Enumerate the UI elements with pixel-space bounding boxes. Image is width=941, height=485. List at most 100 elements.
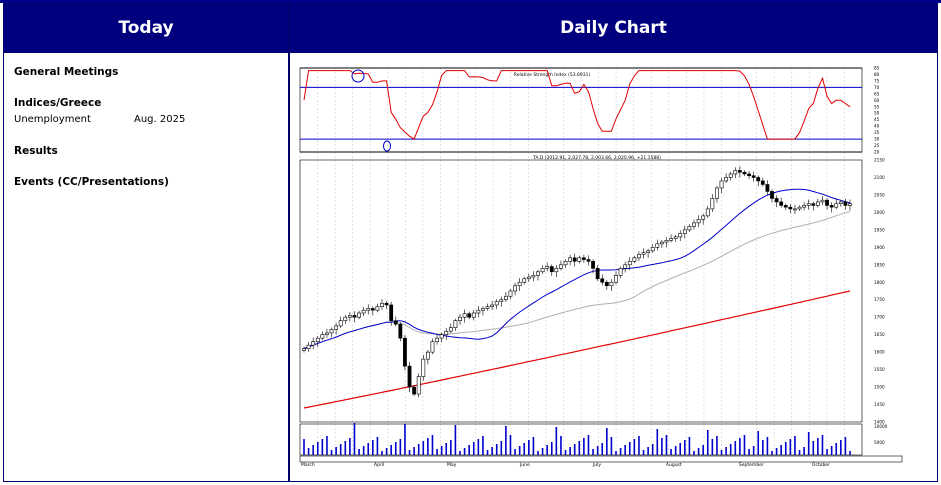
candle-body (380, 302, 384, 308)
volume-bar (541, 448, 544, 455)
unemployment-date: Aug. 2025 (134, 114, 186, 125)
candle-body (797, 206, 802, 210)
candle-body (737, 170, 742, 173)
volume-bar (670, 449, 672, 455)
candle-body (458, 316, 462, 321)
volume-bar (661, 438, 663, 455)
unemployment-label: Unemployment (14, 114, 91, 125)
volume-bar (826, 449, 828, 455)
volume-bar (587, 435, 590, 455)
candle-body (646, 250, 651, 253)
price-tick-label: 1450 (874, 402, 885, 407)
candle-body (499, 299, 504, 302)
candle-body (843, 201, 848, 206)
volume-bar (454, 425, 457, 455)
volume-bar (665, 435, 668, 455)
volume-bar (688, 437, 691, 455)
candle-body (696, 219, 701, 224)
rsi-tick-label: 25 (874, 143, 880, 148)
candle-body (448, 327, 453, 332)
rsi-title: Relative Strength Index (53.6931) (514, 72, 591, 78)
volume-bar (674, 446, 677, 455)
volume-bar (748, 449, 750, 455)
candle-body (490, 304, 495, 308)
candle-body (352, 315, 357, 318)
candle-body (554, 267, 559, 273)
volume-bar (835, 443, 838, 455)
candle-body (462, 313, 467, 318)
volume-bar (372, 440, 374, 455)
candle-body (701, 215, 706, 220)
events-heading: Events (CC/Presentations) (14, 176, 169, 188)
volume-bar (376, 437, 379, 455)
volume-bar (840, 440, 842, 455)
candle-body (756, 177, 761, 182)
candle-body (692, 222, 696, 227)
price-tick-label: 1400 (874, 420, 885, 425)
candle-body (315, 337, 320, 342)
volume-bar (394, 442, 397, 455)
candle-body (467, 313, 472, 318)
candle-body (710, 198, 715, 210)
price-tick-label: 2000 (874, 210, 885, 215)
indices-greece-heading: Indices/Greece (14, 97, 102, 109)
candle-body (591, 261, 595, 269)
volume-bar (651, 444, 654, 455)
candle-body (774, 198, 779, 203)
volume-bar (381, 451, 383, 455)
volume-bar (427, 438, 429, 455)
volume-bar (817, 438, 819, 455)
month-label: April (374, 462, 384, 468)
volume-bar (697, 448, 700, 455)
price-tick-label: 1950 (874, 227, 885, 232)
volume-bar (619, 448, 622, 455)
candle-body (614, 274, 618, 283)
rsi-tick-label: 85 (874, 66, 880, 71)
volume-bar (362, 446, 365, 455)
volume-bar (312, 445, 314, 455)
top-border (0, 0, 941, 3)
volume-bar (528, 440, 530, 455)
candle-body (334, 325, 339, 330)
candle-body (407, 365, 412, 388)
candle-body (311, 341, 316, 346)
volume-bar (684, 440, 686, 455)
header-separator (4, 52, 937, 53)
volume-bar (413, 447, 415, 455)
volume-bar (638, 436, 640, 455)
volume-bar (537, 451, 539, 455)
volume-bar (367, 443, 370, 455)
price-tick-label: 1800 (874, 280, 885, 285)
today-panel: General Meetings Indices/Greece Unemploy… (14, 66, 284, 188)
volume-bar (830, 446, 833, 455)
volume-tick-label: 5000 (874, 440, 885, 445)
volume-bar (307, 448, 310, 455)
volume-bar (794, 436, 796, 455)
volume-bar (789, 439, 792, 455)
volume-bar (330, 450, 333, 455)
volume-bar (615, 451, 617, 455)
volume-bar (482, 436, 484, 455)
volume-bar (486, 450, 489, 455)
candle-body (302, 348, 306, 351)
volume-bar (344, 441, 347, 455)
time-axis-frame (299, 455, 903, 463)
candle-body (568, 257, 573, 262)
volume-bar (647, 447, 649, 455)
candle-body (669, 238, 673, 241)
rsi-overbought-marker (351, 69, 365, 83)
volume-bar (445, 443, 448, 455)
rsi-tick-label: 30 (874, 137, 880, 142)
volume-bar (610, 437, 613, 455)
volume-bar (564, 450, 567, 455)
volume-bar (720, 450, 723, 455)
volume-bar (316, 442, 319, 455)
candle-body (595, 267, 600, 280)
rsi-tick-label: 20 (874, 150, 880, 155)
candle-body (357, 312, 361, 318)
volume-bar (798, 450, 801, 455)
candle-body (320, 334, 325, 339)
candle-body (760, 180, 765, 185)
candle-body (600, 278, 605, 283)
